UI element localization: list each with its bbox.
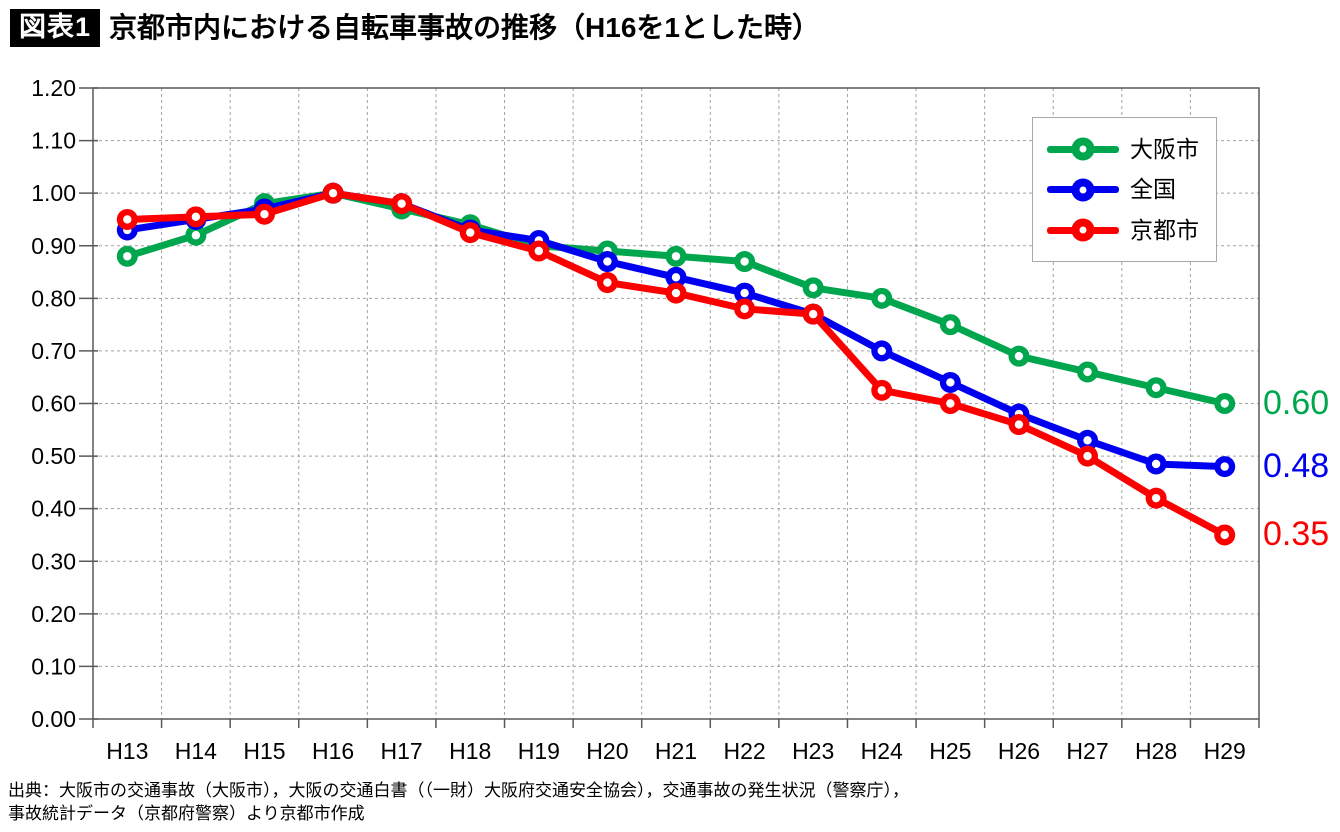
grid-lines [93,88,1259,719]
x-axis-tick-label: H28 [1135,738,1177,764]
figure-title: 京都市内における自転車事故の推移（H16を1とした時） [109,12,820,44]
legend-item-kyoto-city: 京都市 [1047,216,1216,243]
series-kyoto-city [116,182,1236,546]
x-axis-tick-label: H18 [449,738,491,764]
chart-legend: 大阪市 全国 京都市 [1032,117,1217,262]
x-axis-tick-label: H23 [792,738,834,764]
circle-marker-icon [1071,218,1095,242]
y-axis-tick-label: 0.00 [31,706,76,732]
y-axis-tick-label: 0.90 [31,233,76,259]
circle-marker-icon [1071,137,1095,161]
y-axis-labels: 1.20 1.10 1.00 0.90 0.80 0.70 0.60 0.50 0.40 0.30… [31,75,76,732]
legend-label: 京都市 [1130,216,1199,243]
x-axis-tick-label: H19 [518,738,560,764]
source-note: 出典：大阪市の交通事故（大阪市），大阪の交通白書（（一財）大阪府交通安全協会），… [8,779,909,825]
x-axis-tick-label: H26 [998,738,1040,764]
x-axis-tick-label: H25 [929,738,971,764]
x-axis-tick-label: H29 [1204,738,1246,764]
y-axis-tick-label: 0.70 [31,338,76,364]
legend-line-sample [1047,218,1119,242]
x-axis-labels: H13 H14 H15 H16 H17 H18 H19 H20 H21 H22 H23 H24 H25 H… [106,738,1246,764]
x-axis-tick-label: H21 [655,738,697,764]
y-axis-tick-label: 0.60 [31,391,76,417]
y-axis-tick-label: 0.20 [31,601,76,627]
y-axis-tick-label: 1.10 [31,128,76,154]
x-axis-tick-label: H13 [106,738,148,764]
axes [79,87,1260,728]
y-axis-tick-label: 0.50 [31,443,76,469]
source-note-line-2: 事故統計データ（京都府警察）より京都市作成 [8,804,365,823]
y-axis-tick-label: 1.20 [31,75,76,101]
y-axis-tick-label: 0.80 [31,285,76,311]
source-note-line-1: 出典：大阪市の交通事故（大阪市），大阪の交通白書（（一財）大阪府交通安全協会），… [8,781,909,800]
legend-item-osaka-city: 大阪市 [1047,135,1216,162]
legend-label: 全国 [1130,176,1176,202]
x-axis-tick-label: H15 [243,738,285,764]
y-axis-tick-label: 1.00 [31,180,76,206]
y-axis-tick-label: 0.30 [31,548,76,574]
legend-item-national: 全国 [1047,178,1216,201]
figure-header: 図表1 京都市内における自転車事故の推移（H16を1とした時） [10,9,820,47]
x-axis-tick-label: H16 [312,738,354,764]
x-axis-tick-label: H14 [175,738,217,764]
y-axis-tick-label: 0.10 [31,653,76,679]
figure-number-tag: 図表1 [10,9,101,47]
legend-label: 大阪市 [1130,135,1199,162]
legend-line-sample [1047,137,1119,161]
circle-marker-icon [1071,178,1095,201]
legend-line-sample [1047,178,1119,201]
x-axis-tick-label: H22 [723,738,765,764]
x-axis-tick-label: H20 [586,738,628,764]
y-axis-tick-label: 0.40 [31,496,76,522]
end-value-kyoto-city: 0.35 [1263,514,1330,553]
x-axis-tick-label: H17 [381,738,423,764]
x-axis-tick-label: H27 [1066,738,1108,764]
end-value-osaka-city: 0.60 [1263,383,1330,422]
end-value-national: 0.48 [1263,446,1330,485]
x-axis-tick-label: H24 [861,738,903,764]
